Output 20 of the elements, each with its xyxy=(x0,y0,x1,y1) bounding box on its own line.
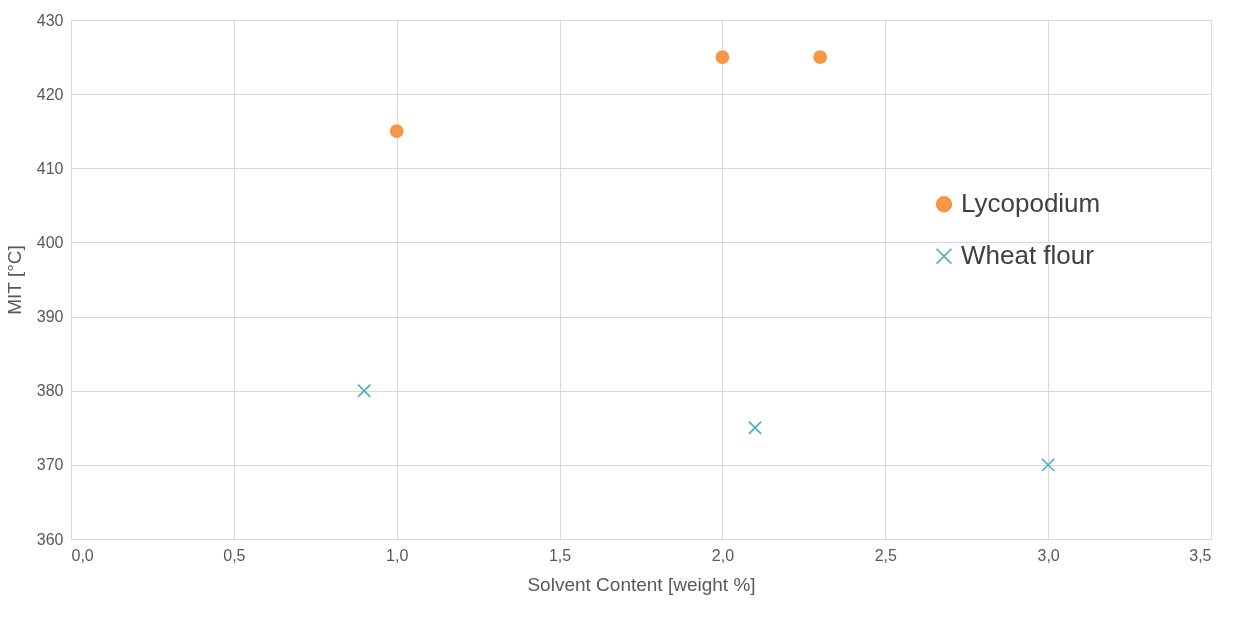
x-tick-label: 2,0 xyxy=(711,546,735,564)
legend-label: Wheat flour xyxy=(961,240,1095,271)
y-tick-label: 390 xyxy=(36,308,64,326)
x-tick-label: 0,0 xyxy=(71,546,94,564)
x-tick-label: 0,5 xyxy=(223,546,246,564)
x-axis-title: Solvent Content [weight %] xyxy=(527,573,756,595)
x-tick-label: 1,5 xyxy=(548,546,572,564)
y-axis-title: MIT [°C] xyxy=(3,245,25,315)
x-tick-label: 3,0 xyxy=(1037,546,1060,564)
x-tick-label: 2,5 xyxy=(874,546,897,564)
x-tick-label: 3,5 xyxy=(1189,546,1212,564)
y-tick-label: 410 xyxy=(36,159,64,177)
y-tick-label: 400 xyxy=(36,233,64,251)
x-tick-label: 1,0 xyxy=(386,546,409,564)
legend-label: Lycopodium xyxy=(961,188,1101,219)
y-tick-label: 370 xyxy=(36,456,64,474)
y-tick-label: 360 xyxy=(36,530,64,548)
y-tick-label: 420 xyxy=(36,85,64,103)
y-tick-label: 430 xyxy=(36,11,64,29)
y-tick-label: 380 xyxy=(36,382,64,400)
